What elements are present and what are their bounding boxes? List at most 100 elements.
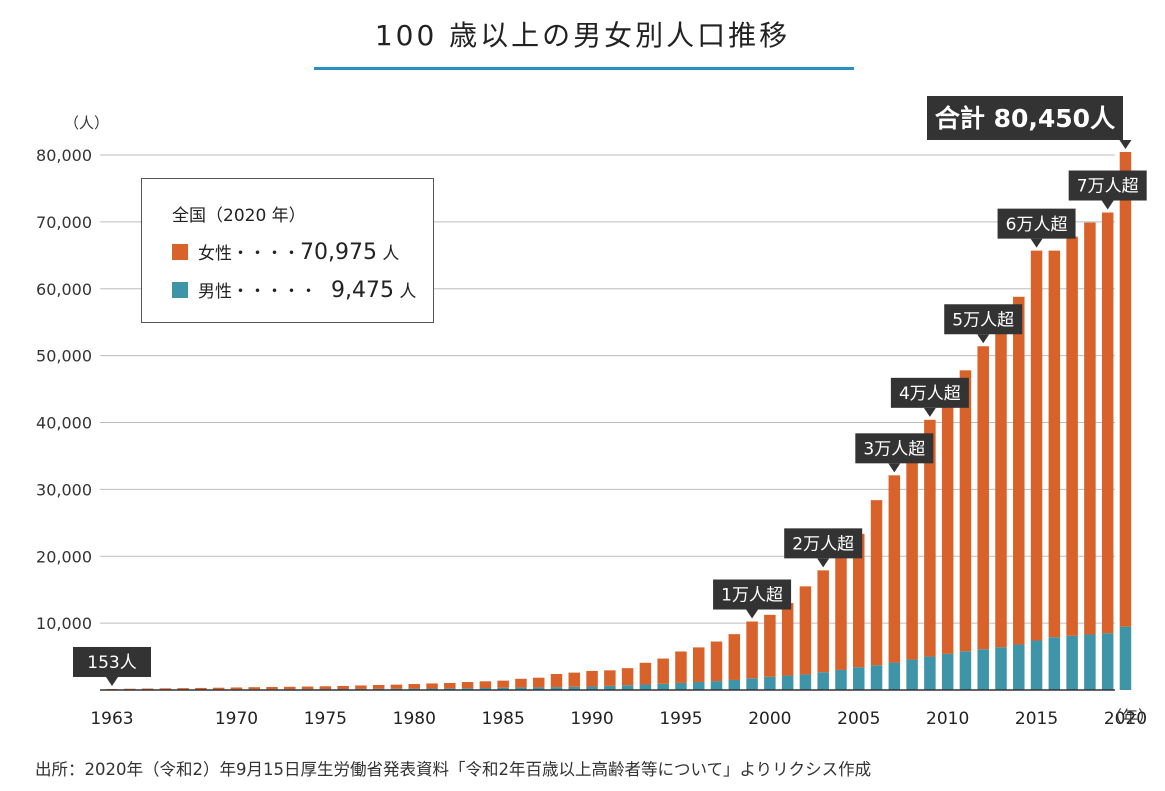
bar-female [141, 688, 154, 690]
bar-female [390, 684, 403, 689]
callout-pointer [106, 676, 118, 686]
bar-female [1119, 151, 1132, 627]
bar-male [941, 653, 954, 690]
callout-pointer [1101, 200, 1114, 210]
bar-female [408, 684, 421, 689]
bar-female [532, 677, 545, 688]
bar-female [604, 670, 616, 686]
bar-male [1119, 626, 1132, 690]
callout-pointer [1119, 139, 1132, 149]
y-tick-label: 10,000 [36, 614, 92, 633]
y-tick-label: 30,000 [36, 480, 92, 499]
bar-female [426, 683, 438, 689]
bar-female [319, 686, 332, 690]
y-tick-label: 40,000 [36, 414, 92, 433]
total-callout-label: 合計 80,450人 [935, 104, 1115, 133]
bar-male [532, 687, 545, 690]
bar-male [1066, 635, 1078, 690]
bar-male [675, 682, 687, 690]
bar-male [461, 688, 474, 690]
bar-female [746, 621, 758, 679]
x-tick-label: 1975 [304, 709, 347, 729]
bar-male [479, 687, 492, 690]
bar-female [177, 688, 189, 690]
bar-female [479, 681, 492, 688]
bar-female [230, 687, 243, 690]
bar-female [301, 686, 314, 690]
bar-male [621, 685, 634, 690]
bar-female [835, 552, 847, 670]
bar-male [764, 676, 776, 690]
legend-title: 全国（2020 年） [172, 206, 306, 226]
bar-female [568, 672, 581, 687]
bar-male [888, 662, 901, 690]
bar-male [799, 674, 812, 690]
bar-male [710, 681, 723, 690]
bar-female [764, 614, 776, 677]
bar-female [461, 682, 474, 689]
bar-male [728, 679, 741, 690]
legend: 全国（2020 年） 女性・・・・70,975 人 男性・・・・・ 9,475 人 [141, 178, 434, 323]
x-tick-label: 2015 [1015, 709, 1058, 729]
bar-female [195, 687, 207, 690]
bar-male [977, 649, 989, 690]
bar-female [906, 447, 918, 660]
bar-female [159, 688, 172, 690]
bar-male [746, 678, 758, 690]
legend-item-female: 女性・・・・70,975 人 [172, 239, 399, 265]
bar-female [710, 641, 723, 682]
bar-female [817, 570, 829, 673]
bar-female [1066, 236, 1078, 636]
bar-male [853, 667, 865, 690]
bar-female [444, 682, 456, 689]
callout-label: 3万人超 [863, 439, 925, 459]
legend-value-female: 70,975 [300, 240, 377, 265]
callout-box [1068, 170, 1147, 201]
y-tick-label: 70,000 [36, 213, 92, 232]
bar-female [924, 419, 936, 657]
legend-item-male: 男性・・・・・ 9,475 人 [172, 277, 416, 303]
bar-female [586, 670, 598, 687]
bar-male [692, 681, 705, 690]
callout-box [855, 433, 934, 464]
x-tick-label: 1985 [482, 709, 525, 729]
bar-female [1030, 250, 1043, 641]
callout-pointer [1030, 238, 1043, 248]
total-callout-box [927, 95, 1123, 140]
callout-pointer [923, 407, 936, 417]
bar-male [604, 685, 616, 690]
bar-female [870, 500, 883, 666]
x-tick-label: 1963 [90, 709, 133, 729]
x-tick-label: 2000 [748, 709, 791, 729]
legend-value-male: 9,475 [331, 278, 394, 303]
legend-label-male: 男性・・・・・ [198, 282, 317, 302]
legend-unit-female: 人 [376, 244, 400, 264]
bar-male [586, 686, 598, 690]
bar-male [657, 683, 669, 690]
bar-female [639, 662, 652, 685]
callout-box [944, 304, 1023, 335]
bar-female [657, 658, 669, 684]
callout-pointer [746, 609, 759, 619]
y-tick-label: 50,000 [36, 347, 92, 366]
bar-female [372, 684, 385, 689]
bar-female [515, 678, 527, 688]
x-tick-label: 2005 [837, 709, 880, 729]
x-tick-label: 2010 [926, 709, 969, 729]
bar-female [799, 586, 812, 675]
bar-female [781, 603, 794, 676]
bar-female [692, 647, 705, 682]
bar-male [1013, 644, 1025, 690]
bar-male [550, 687, 563, 690]
y-axis-unit: （人） [64, 114, 110, 132]
bar-male [426, 688, 438, 690]
legend-unit-male: 人 [393, 282, 417, 302]
legend-label-female: 女性・・・・ [198, 244, 300, 264]
callout-box [997, 208, 1076, 239]
bar-male [1030, 640, 1043, 690]
callout-label: 4万人超 [899, 384, 961, 404]
bar-female [728, 634, 741, 680]
x-tick-label: 1995 [659, 709, 702, 729]
callout-box [73, 646, 151, 677]
bar-male [959, 651, 972, 690]
